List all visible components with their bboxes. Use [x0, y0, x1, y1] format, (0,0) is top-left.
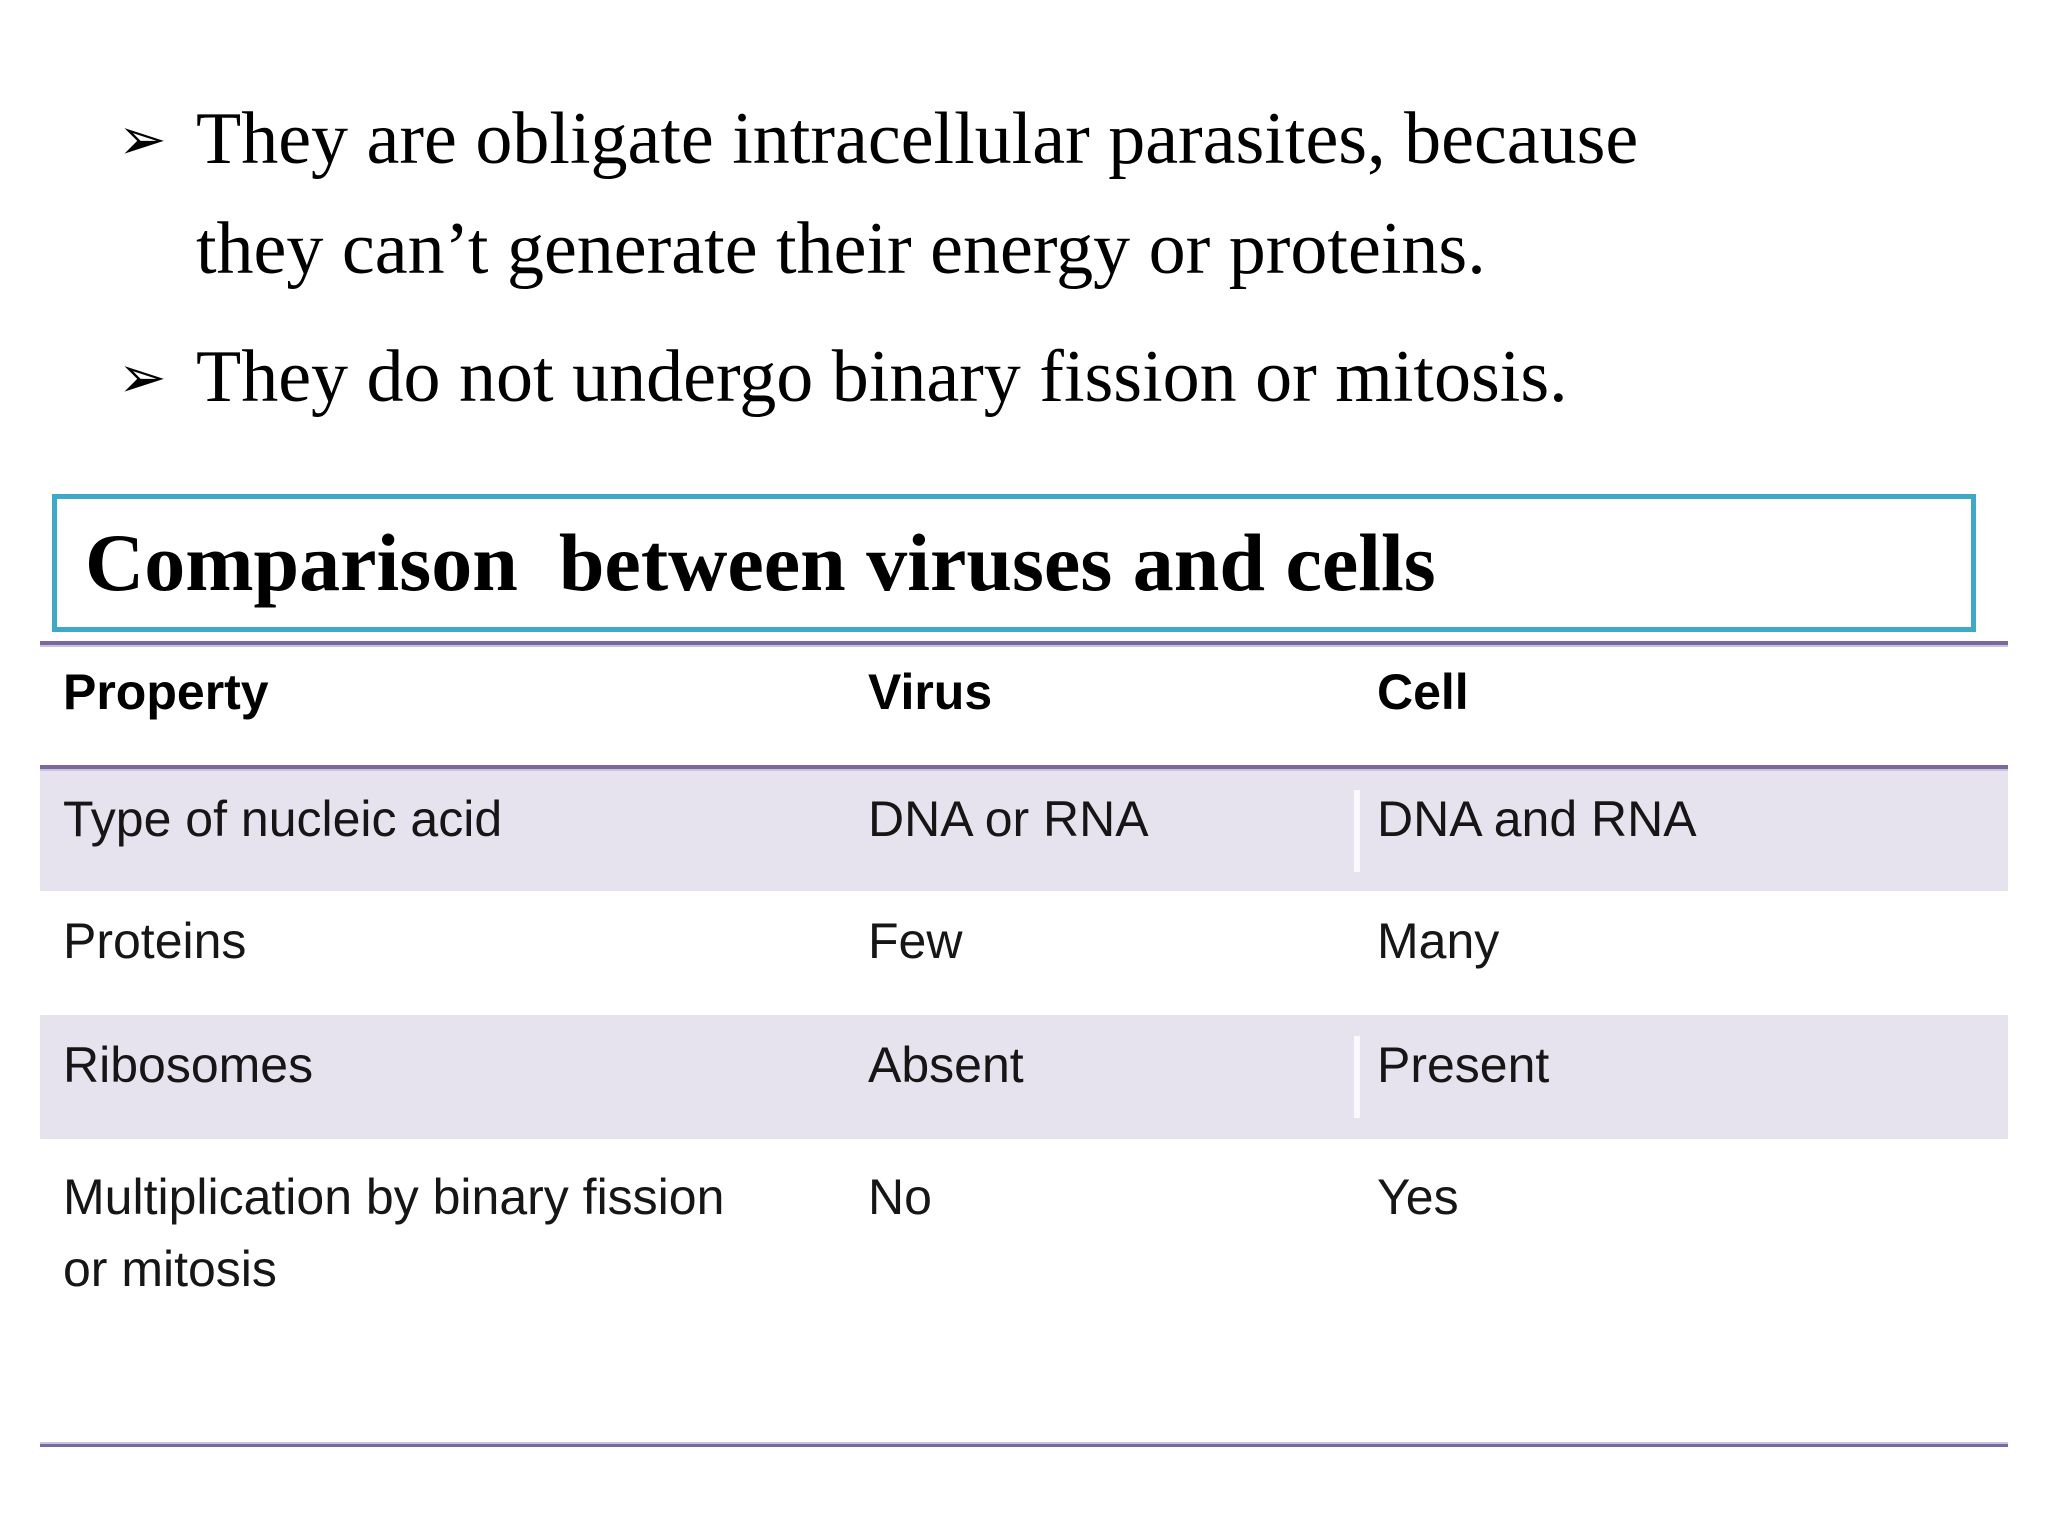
- bullet-list: ➢ They are obligate intracellular parasi…: [118, 84, 2008, 432]
- cell-property: Type of nucleic acid: [63, 791, 503, 847]
- table-row: Type of nucleic acid DNA or RNA DNA and RN…: [40, 771, 2008, 891]
- arrowhead-bullet-icon: ➢: [118, 343, 167, 411]
- cell-cell: DNA and RNA: [1354, 790, 2008, 872]
- purple-divider-line-top: [40, 641, 2008, 647]
- purple-divider-line-bottom: [40, 1442, 2008, 1447]
- bullet-item: ➢ They are obligate intracellular parasi…: [118, 84, 2008, 304]
- table-row: Proteins Few Many: [40, 891, 2008, 1015]
- cell-cell: Yes: [1377, 1169, 1459, 1225]
- cell-virus: No: [868, 1169, 932, 1225]
- table-row: Multiplication by binary fission or mito…: [40, 1139, 2008, 1359]
- table-header-row: Property Virus Cell: [40, 647, 2008, 765]
- cell-property: Ribosomes: [63, 1037, 314, 1093]
- bullet-text: They are obligate intracellular parasite…: [196, 98, 1639, 290]
- purple-divider-line-middle: [40, 765, 2008, 771]
- table-row: Ribosomes Absent Present: [40, 1015, 2008, 1139]
- cell-property: Proteins: [63, 913, 247, 969]
- bullet-item: ➢ They do not undergo binary fission or …: [118, 322, 2008, 432]
- cell-cell: Many: [1377, 913, 1500, 969]
- cell-virus: Few: [868, 913, 963, 969]
- table-body: Type of nucleic acid DNA or RNA DNA and RN…: [40, 771, 2008, 1359]
- header-cell-virus: Virus: [868, 664, 993, 720]
- header-cell-cell: Cell: [1377, 664, 1469, 720]
- section-title: Comparison between viruses and cells: [85, 517, 1436, 608]
- header-cell-property: Property: [63, 664, 269, 720]
- cell-virus: DNA or RNA: [868, 791, 1149, 847]
- cell-virus: Absent: [868, 1037, 1024, 1093]
- cell-property: Multiplication by binary fission or mito…: [63, 1169, 725, 1297]
- arrowhead-bullet-icon: ➢: [118, 105, 167, 173]
- cell-cell: Present: [1354, 1036, 2008, 1118]
- section-title-box: Comparison between viruses and cells: [52, 494, 1976, 632]
- bullet-text: They do not undergo binary fission or mi…: [196, 336, 1568, 418]
- comparison-table: Property Virus Cell Type of nucleic acid…: [40, 647, 2008, 1359]
